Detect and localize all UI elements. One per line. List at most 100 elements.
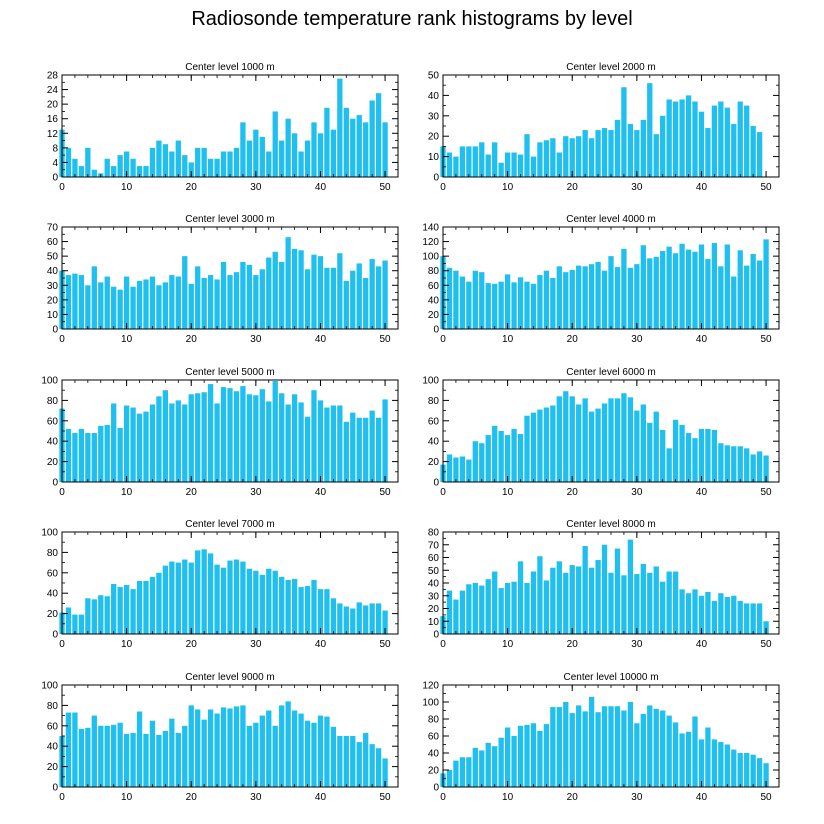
- histogram-bar: [162, 730, 169, 787]
- histogram-bar: [698, 111, 705, 177]
- histogram-bar: [123, 276, 130, 329]
- histogram-bar: [537, 556, 543, 634]
- histogram-bar: [472, 747, 478, 787]
- histogram-bar: [466, 146, 472, 177]
- histogram-bar: [479, 272, 485, 329]
- y-tick-label: 30: [428, 591, 440, 602]
- histogram-bar: [149, 404, 156, 482]
- histogram-bar: [337, 405, 343, 482]
- histogram-bar: [117, 155, 123, 177]
- histogram-bar: [324, 107, 330, 177]
- histogram-bar: [117, 427, 123, 482]
- histogram-bar: [363, 605, 369, 634]
- y-tick-label: 20: [47, 762, 59, 773]
- histogram-bar: [614, 267, 621, 329]
- x-tick-label: 20: [186, 639, 198, 650]
- histogram-bar: [382, 260, 388, 329]
- x-tick-label: 0: [59, 639, 65, 650]
- histogram-bar: [382, 399, 388, 482]
- histogram-bar: [175, 140, 181, 177]
- y-tick-label: 20: [47, 609, 59, 620]
- x-tick-label: 30: [631, 334, 643, 345]
- x-tick-label: 50: [761, 639, 773, 650]
- histogram-bar: [207, 384, 214, 482]
- histogram-bar: [259, 269, 265, 329]
- histogram-bar: [369, 259, 375, 329]
- y-tick-label: 60: [428, 732, 440, 743]
- histogram-bar: [227, 151, 233, 177]
- histogram-bar: [692, 101, 698, 177]
- histogram-bar: [718, 266, 724, 329]
- histogram-bar: [375, 266, 382, 329]
- histogram-bar: [446, 267, 453, 329]
- histogram-bar: [350, 608, 356, 634]
- y-tick-label: 0: [52, 325, 58, 336]
- histogram-bar: [240, 261, 246, 329]
- histogram-bar: [85, 727, 91, 787]
- histogram-bar: [285, 237, 291, 329]
- histogram-bar: [627, 123, 634, 177]
- x-tick-label: 40: [696, 639, 708, 650]
- histogram-bar: [666, 99, 672, 177]
- histogram-bar: [337, 78, 343, 177]
- x-tick-label: 40: [696, 334, 708, 345]
- histogram-bar: [453, 599, 459, 634]
- histogram-bar: [569, 396, 575, 482]
- histogram-bar: [272, 111, 278, 177]
- histogram-bar: [311, 722, 317, 787]
- histogram-bar: [692, 251, 698, 329]
- histogram-bar: [201, 392, 207, 482]
- histogram-bar: [504, 435, 511, 482]
- histogram-bar: [756, 603, 763, 634]
- histogram-bar: [569, 565, 575, 634]
- histogram-bar: [744, 105, 750, 177]
- histogram-bar: [614, 119, 621, 177]
- x-tick-label: 30: [631, 639, 643, 650]
- histogram-bar: [653, 566, 659, 634]
- histogram-bar: [660, 115, 666, 177]
- histogram-bar: [330, 726, 337, 787]
- histogram-bar: [279, 261, 285, 329]
- x-tick-label: 50: [380, 182, 392, 193]
- histogram-bar: [253, 570, 259, 634]
- y-tick-label: 20: [47, 295, 59, 306]
- histogram-bar: [453, 760, 459, 787]
- histogram-bar: [653, 411, 659, 482]
- histogram-bar: [569, 713, 575, 787]
- histogram-bar: [504, 152, 511, 177]
- histogram-bar: [369, 603, 375, 634]
- histogram-bar: [479, 585, 485, 634]
- histogram-bar: [162, 282, 169, 329]
- histogram-bar: [750, 454, 756, 482]
- histogram-bar: [543, 140, 550, 177]
- histogram-bar: [111, 166, 117, 177]
- histogram-bar: [453, 156, 459, 177]
- y-tick-label: 20: [47, 457, 59, 468]
- histogram-bar: [537, 730, 543, 787]
- histogram-bar: [763, 455, 769, 482]
- x-tick-label: 40: [696, 182, 708, 193]
- y-tick-label: 20: [428, 604, 440, 615]
- histogram-bar: [744, 265, 750, 329]
- histogram-bar: [195, 266, 201, 329]
- histogram-bar: [621, 710, 627, 787]
- histogram-bar: [666, 448, 672, 482]
- histogram-bar: [640, 119, 646, 177]
- histogram-bar: [724, 597, 730, 634]
- histogram-bar: [595, 130, 601, 177]
- histogram-bar: [343, 107, 349, 177]
- histogram-bar: [718, 593, 724, 634]
- histogram-bar: [259, 715, 265, 787]
- y-tick-label: 120: [422, 681, 439, 692]
- histogram-bar: [363, 278, 369, 329]
- histogram-bar: [576, 705, 582, 787]
- panel-title: Center level 3000 m: [185, 214, 275, 225]
- histogram-bar: [65, 607, 72, 634]
- histogram-bar: [485, 435, 491, 482]
- histogram-bar: [227, 275, 233, 329]
- histogram-bar: [201, 147, 207, 177]
- histogram-bar: [711, 429, 718, 482]
- y-tick-label: 10: [428, 152, 440, 163]
- histogram-bar: [136, 580, 143, 634]
- histogram-bar: [259, 389, 265, 482]
